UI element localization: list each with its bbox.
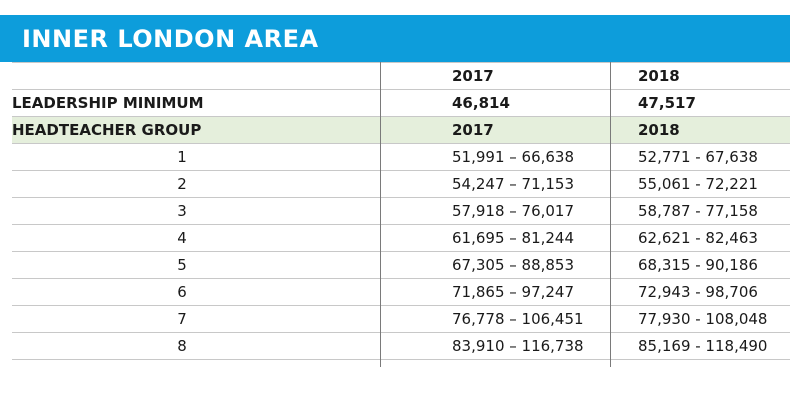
table-row: 8 83,910 – 116,738 85,169 - 118,490 <box>12 333 790 360</box>
group-number: 3 <box>177 202 187 220</box>
range-2017: 54,247 – 71,153 <box>452 175 575 193</box>
range-2018: 85,169 - 118,490 <box>638 337 768 355</box>
group-number: 7 <box>177 310 187 328</box>
range-2017: 67,305 – 88,853 <box>452 256 575 274</box>
range-2018: 72,943 - 98,706 <box>638 283 758 301</box>
table-row: 7 76,778 – 106,451 77,930 - 108,048 <box>12 306 790 333</box>
table-row: 2 54,247 – 71,153 55,061 - 72,221 <box>12 171 790 198</box>
table-row: 4 61,695 – 81,244 62,621 - 82,463 <box>12 225 790 252</box>
salary-table: 2017 2018 LEADERSHIP MINIMUM 46,814 47,5… <box>12 62 790 360</box>
range-2018: 62,621 - 82,463 <box>638 229 758 247</box>
range-2017: 83,910 – 116,738 <box>452 337 584 355</box>
group-number: 1 <box>177 148 187 166</box>
column-divider <box>610 62 611 367</box>
year-header-row: 2017 2018 <box>12 62 790 90</box>
table-row: 1 51,991 – 66,638 52,771 - 67,638 <box>12 144 790 171</box>
group-number: 8 <box>177 337 187 355</box>
table-row: 3 57,918 – 76,017 58,787 - 77,158 <box>12 198 790 225</box>
year-2018-header: 2018 <box>638 67 680 85</box>
range-2018: 55,061 - 72,221 <box>638 175 758 193</box>
table-row: 6 71,865 – 97,247 72,943 - 98,706 <box>12 279 790 306</box>
range-2018: 58,787 - 77,158 <box>638 202 758 220</box>
headteacher-group-label: HEADTEACHER GROUP <box>12 121 202 139</box>
range-2017: 61,695 – 81,244 <box>452 229 575 247</box>
range-2018: 52,771 - 67,638 <box>638 148 758 166</box>
leadership-minimum-2017: 46,814 <box>452 94 510 112</box>
leadership-minimum-row: LEADERSHIP MINIMUM 46,814 47,517 <box>12 90 790 117</box>
year-2017-header: 2017 <box>452 67 494 85</box>
group-year-2017-header: 2017 <box>452 121 494 139</box>
range-2017: 57,918 – 76,017 <box>452 202 575 220</box>
group-number: 5 <box>177 256 187 274</box>
column-divider <box>380 62 381 367</box>
range-2017: 71,865 – 97,247 <box>452 283 575 301</box>
leadership-minimum-label: LEADERSHIP MINIMUM <box>12 94 204 112</box>
headteacher-group-header-row: HEADTEACHER GROUP 2017 2018 <box>12 117 790 144</box>
leadership-minimum-2018: 47,517 <box>638 94 696 112</box>
group-number: 2 <box>177 175 187 193</box>
group-number: 6 <box>177 283 187 301</box>
table-title: INNER LONDON AREA <box>22 25 319 53</box>
table-row: 5 67,305 – 88,853 68,315 - 90,186 <box>12 252 790 279</box>
group-number: 4 <box>177 229 187 247</box>
group-year-2018-header: 2018 <box>638 121 680 139</box>
title-banner: INNER LONDON AREA <box>0 15 790 62</box>
range-2018: 77,930 - 108,048 <box>638 310 768 328</box>
range-2017: 76,778 – 106,451 <box>452 310 584 328</box>
range-2017: 51,991 – 66,638 <box>452 148 575 166</box>
range-2018: 68,315 - 90,186 <box>638 256 758 274</box>
